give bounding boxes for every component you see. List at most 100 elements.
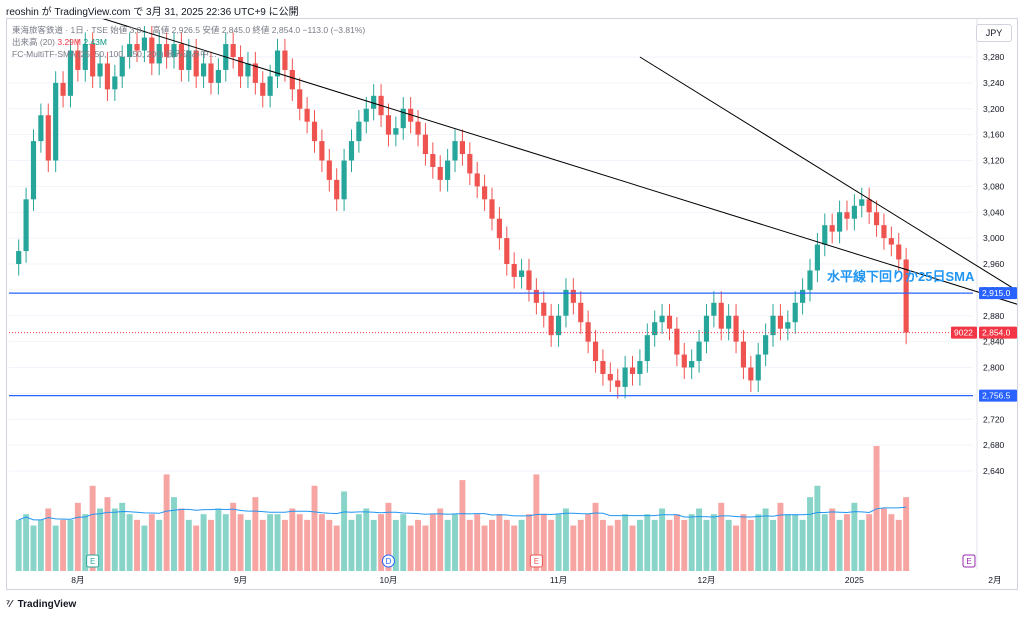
volume-bar [385, 502, 392, 571]
candle-body [829, 225, 835, 232]
volume-bar [762, 508, 769, 571]
volume-bar [23, 514, 30, 571]
volume-bar [89, 485, 96, 571]
volume-bar [274, 514, 281, 571]
candle-body [733, 315, 739, 342]
volume-bar [363, 508, 370, 571]
volume-bar [82, 514, 89, 571]
volume-bar [585, 514, 592, 571]
candle-body [90, 44, 96, 77]
legend-volume-line: 出来高 (20) 3.29M 2.43M [12, 36, 365, 48]
candle-body [607, 373, 613, 381]
volume-bar [673, 514, 680, 571]
tradingview-logo[interactable]: ⁷⁄ TradingView [6, 599, 76, 610]
candle-body [703, 315, 710, 342]
candle-body [585, 322, 591, 342]
candle-body [748, 367, 754, 381]
volume-bar [104, 497, 111, 571]
volume-bar [45, 508, 52, 571]
candle-body [119, 57, 125, 77]
candle-body [400, 108, 406, 129]
trendline [41, 0, 1024, 307]
volume-bar [599, 519, 606, 571]
volume-bar [74, 502, 81, 571]
volume-bar [141, 525, 148, 571]
volume-bar [370, 519, 377, 571]
candle-body [445, 160, 451, 180]
volume-bar [67, 519, 74, 571]
volume-bar [696, 508, 703, 571]
volume-bar [318, 514, 325, 571]
volume-bar [703, 519, 710, 571]
candle-body [393, 128, 399, 135]
volume-bar [60, 519, 67, 571]
volume-bar [755, 514, 762, 571]
y-tick-label: 3,280 [983, 52, 1005, 62]
volume-bar [333, 525, 340, 571]
candle-body [711, 302, 717, 316]
volume-ma-line [18, 506, 907, 521]
volume-bar [718, 502, 725, 571]
y-tick-label: 2,960 [983, 259, 1005, 269]
y-tick-label: 3,240 [983, 78, 1005, 88]
volume-bar [489, 519, 495, 571]
candle-body [208, 63, 214, 83]
x-tick-label: 2月 [988, 575, 1001, 585]
candle-body [164, 44, 170, 57]
candle-body [141, 37, 148, 51]
candle-body [622, 367, 628, 387]
y-tick-label: 3,120 [983, 156, 1005, 166]
candle-body [482, 186, 488, 200]
volume-bar [888, 514, 895, 571]
volume-bar [296, 514, 303, 571]
price-chart-svg[interactable]: 3,280 3,240 3,200 3,160 3,120 3,080 3,040 3,000… [7, 0, 1024, 589]
candle-body [652, 322, 658, 336]
candle-body [629, 367, 636, 374]
volume-bar [496, 514, 503, 571]
candle-body [689, 361, 695, 368]
candle-body [289, 69, 295, 90]
x-tick-label: 8月 [71, 575, 84, 585]
candle-body [178, 44, 184, 70]
candle-body [489, 199, 495, 219]
candle-body [75, 50, 81, 70]
candle-body [592, 341, 599, 362]
candle-body [430, 154, 436, 167]
legend-volume-value-2: 2.43M [83, 37, 107, 47]
volume-bar [844, 514, 850, 571]
volume-bar [119, 502, 126, 571]
candle-body [200, 63, 207, 77]
volume-bar [304, 519, 311, 571]
candle-body [696, 341, 702, 362]
candle-body [600, 361, 606, 374]
volume-bar [230, 502, 237, 571]
trendline [639, 56, 1024, 296]
candle-body [666, 315, 673, 329]
candle-body [30, 141, 37, 200]
volume-bar [30, 525, 37, 571]
chart-area[interactable]: 3,280 3,240 3,200 3,160 3,120 3,080 3,040 3,000… [6, 0, 1024, 590]
volume-bar [880, 508, 887, 571]
y-tick-label: 3,040 [983, 207, 1005, 217]
candle-body [452, 141, 458, 161]
candle-body [467, 154, 473, 174]
volume-bar [659, 508, 666, 571]
candle-body [385, 115, 392, 135]
candle-body [777, 315, 784, 329]
currency-button[interactable]: JPY [976, 24, 1012, 42]
candle-body [726, 315, 732, 329]
candle-body [437, 166, 443, 180]
volume-bar [200, 514, 207, 571]
price-label-box [979, 287, 1017, 300]
event-marker [529, 554, 543, 568]
price-label-text: 2,915.0 [982, 288, 1011, 298]
volume-bar [429, 514, 436, 571]
volume-bar [511, 525, 518, 571]
candle-body [563, 289, 569, 316]
candle-body [578, 302, 584, 323]
candle-body [319, 141, 325, 161]
candle-body [459, 141, 466, 155]
volume-bar [355, 514, 362, 571]
volume-bar [422, 525, 429, 571]
candle-body [415, 121, 421, 135]
